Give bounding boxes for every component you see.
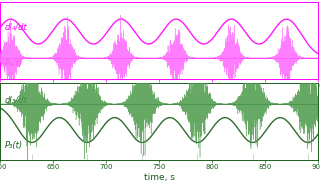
- X-axis label: time, s: time, s: [144, 173, 175, 182]
- Text: dI₄/dt: dI₄/dt: [5, 22, 28, 31]
- Text: P₃(t): P₃(t): [5, 141, 23, 150]
- Text: dI₃/dt: dI₃/dt: [5, 95, 28, 104]
- Text: P₄(t): P₄(t): [5, 59, 23, 68]
